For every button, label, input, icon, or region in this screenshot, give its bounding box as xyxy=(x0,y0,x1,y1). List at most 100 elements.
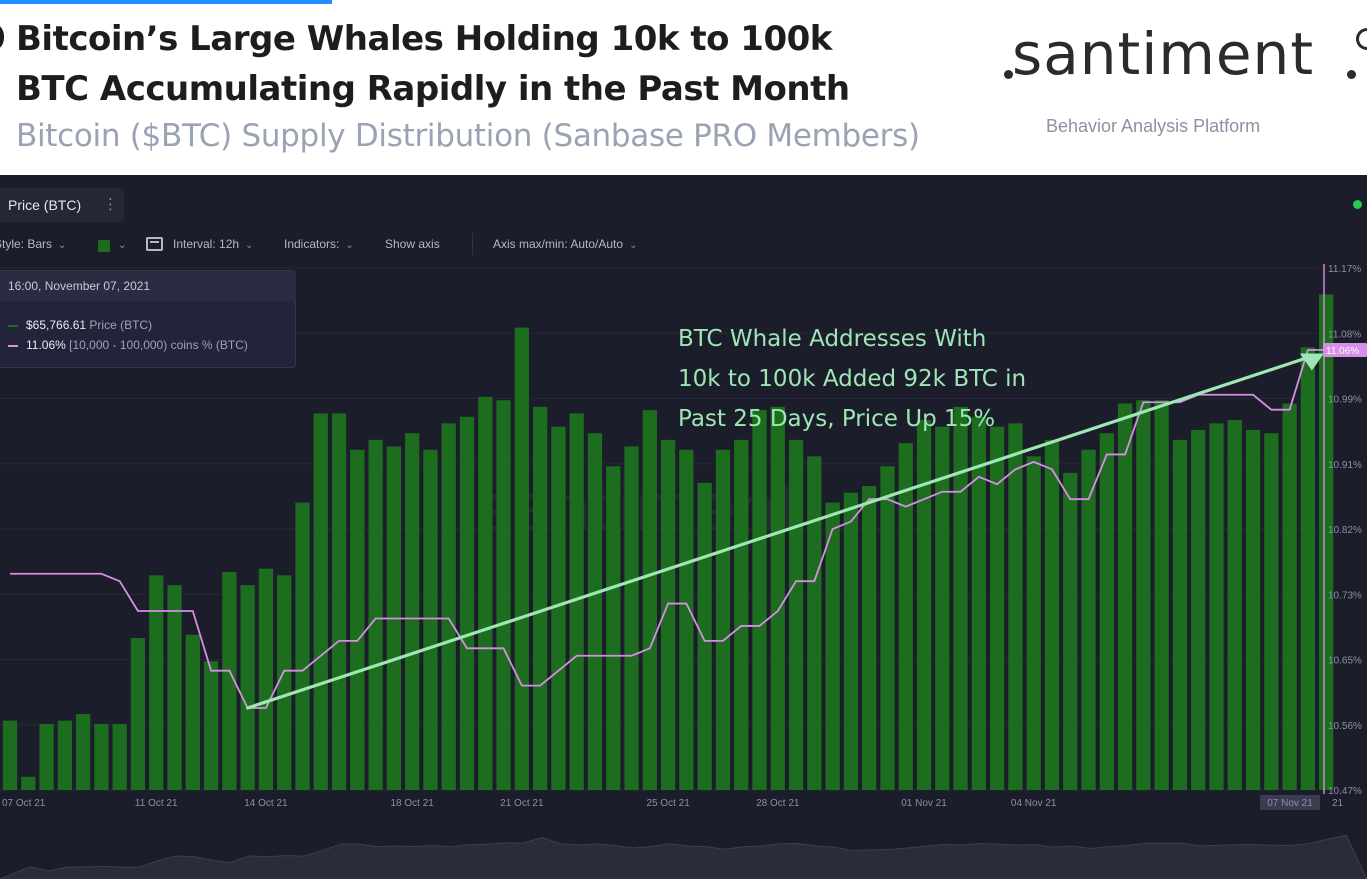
axis-range-label: Axis max/min: Auto/Auto xyxy=(493,237,624,251)
axis-range-dropdown[interactable]: Axis max/min: Auto/Auto ⌄ xyxy=(493,237,637,251)
x-tick-label: 11 Oct 21 xyxy=(135,798,178,809)
price-bar xyxy=(368,439,383,790)
color-swatch[interactable] xyxy=(98,240,110,252)
x-tick-label: 21 Oct 21 xyxy=(500,798,544,809)
kebab-menu-icon[interactable]: ⋮ xyxy=(103,196,118,213)
price-bar xyxy=(1209,423,1224,790)
interval-label: Interval: 12h xyxy=(173,237,240,251)
price-bar xyxy=(258,568,274,790)
logo-dot-left-icon xyxy=(1004,70,1013,79)
logo-edge-icon xyxy=(1356,28,1367,50)
x-tick-label: 25 Oct 21 xyxy=(646,798,690,809)
price-bar xyxy=(1099,433,1114,790)
price-bar xyxy=(916,420,932,790)
annotation-text-2: 10k to 100k Added 92k BTC in xyxy=(678,366,1026,392)
price-bar xyxy=(459,416,475,790)
tooltip-header xyxy=(0,271,296,301)
price-bar xyxy=(715,449,731,790)
calendar-icon[interactable] xyxy=(146,237,163,251)
price-bar xyxy=(624,446,639,790)
y-tick-label: 11.17% xyxy=(1328,264,1361,275)
price-bar xyxy=(935,426,950,790)
trend-arrow-head-icon xyxy=(1299,353,1324,371)
price-bar xyxy=(94,723,109,790)
metric-pill[interactable] xyxy=(0,188,124,222)
price-bar xyxy=(39,723,54,790)
x-tick-label: 04 Nov 21 xyxy=(1011,798,1057,809)
price-bar xyxy=(1282,403,1297,790)
price-bar xyxy=(532,406,548,790)
tooltip-price-value: $65,766.61 xyxy=(26,318,87,332)
price-bar xyxy=(898,443,913,790)
price-bar xyxy=(1008,423,1023,790)
price-bar xyxy=(642,410,657,790)
mini-navigator-chart[interactable] xyxy=(0,820,1367,879)
price-bar xyxy=(149,575,164,790)
price-bar xyxy=(1081,449,1096,790)
price-legend-swatch xyxy=(8,324,18,327)
chart-panel: santiment 11.17% 11.08% 10.99% 10.91% 10.82%… xyxy=(0,175,1367,879)
interval-dropdown[interactable]: Interval: 12h ⌄ xyxy=(173,237,253,251)
price-bar xyxy=(423,449,438,790)
price-bar xyxy=(1117,403,1133,790)
price-bar xyxy=(989,426,1005,790)
price-bar xyxy=(862,486,877,790)
y-tick-label: 11.08% xyxy=(1328,329,1361,340)
price-bar xyxy=(697,482,712,790)
annotation-text-1: BTC Whale Addresses With xyxy=(678,326,986,352)
show-axis-button[interactable]: Show axis xyxy=(385,237,440,251)
y-tick-label: 10.91% xyxy=(1328,460,1362,471)
price-bar xyxy=(240,585,255,790)
price-bar xyxy=(569,413,584,790)
price-bar xyxy=(679,449,694,790)
x-tick-label: 07 Oct 21 xyxy=(2,798,46,809)
x-tick-label-partial: 21 xyxy=(1332,798,1344,809)
price-bar xyxy=(1227,420,1242,790)
price-bar xyxy=(1044,439,1060,790)
santiment-logo: santiment Behavior Analysis Platform xyxy=(1000,20,1367,150)
tooltip-supply-row: 11.06% [10,000 - 100,000) coins % (BTC) xyxy=(8,338,248,352)
chevron-down-icon: ⌄ xyxy=(345,240,354,251)
chevron-down-icon: ⌄ xyxy=(245,240,254,251)
toolbar-divider xyxy=(472,233,473,255)
x-tick-label: 18 Oct 21 xyxy=(390,798,434,809)
price-bar xyxy=(953,406,968,790)
price-bar xyxy=(807,456,822,790)
chevron-down-icon: ⌄ xyxy=(629,240,638,251)
price-bar xyxy=(405,433,420,790)
price-bar xyxy=(734,439,749,790)
annotation-text-3: Past 25 Days, Price Up 15% xyxy=(678,406,995,432)
price-bar xyxy=(1319,294,1334,790)
price-bar xyxy=(350,449,365,790)
tooltip-price-label: Price (BTC) xyxy=(89,318,153,332)
price-bar xyxy=(1136,400,1151,790)
supply-legend-swatch xyxy=(8,344,18,347)
logo-tagline: Behavior Analysis Platform xyxy=(1046,116,1261,136)
price-bar xyxy=(2,720,18,790)
chevron-down-icon: ⌄ xyxy=(58,240,67,251)
current-value-badge xyxy=(1323,343,1367,358)
style-dropdown[interactable]: Style: Bars ⌄ xyxy=(0,237,66,251)
price-bar xyxy=(514,327,529,790)
x-tick-label: 07 Nov 21 xyxy=(1267,798,1313,809)
x-tick-label: 14 Oct 21 xyxy=(244,798,288,809)
indicators-dropdown[interactable]: Indicators: ⌄ xyxy=(284,237,354,251)
price-bar xyxy=(971,416,986,790)
color-dropdown[interactable]: ⌄ xyxy=(112,237,126,251)
page-subtitle: Bitcoin ($BTC) Supply Distribution (Sanb… xyxy=(16,118,920,154)
metric-label[interactable]: Price (BTC) xyxy=(8,197,82,213)
price-bar xyxy=(496,400,511,790)
y-tick-label: 10.73% xyxy=(1328,590,1362,601)
price-bar xyxy=(478,396,493,790)
y-tick-label: 10.47% xyxy=(1328,786,1362,797)
price-bar xyxy=(1026,456,1041,790)
trend-arrow-line xyxy=(246,355,1310,710)
tooltip-supply-label: [10,000 - 100,000) coins % (BTC) xyxy=(69,338,248,352)
price-bar xyxy=(1245,429,1261,790)
price-bar xyxy=(1063,472,1078,790)
price-bar xyxy=(1154,400,1169,790)
price-bar xyxy=(1264,433,1279,790)
price-bar xyxy=(880,466,895,790)
price-bar xyxy=(660,439,676,790)
current-date-badge xyxy=(1260,795,1320,810)
